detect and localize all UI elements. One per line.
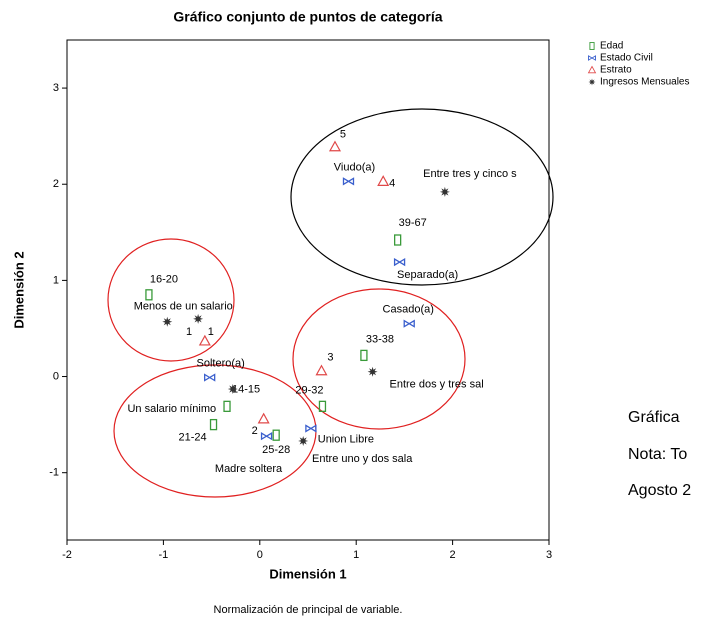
point: [394, 234, 402, 246]
y-tick-label: -1: [49, 467, 59, 479]
series: 5 4 3 1 2: [198, 129, 395, 437]
legend-item: Estrato: [587, 65, 632, 76]
y-tick-label: 1: [53, 274, 59, 286]
legend-marker: [589, 42, 595, 50]
point: [360, 349, 368, 362]
point: [318, 400, 327, 412]
point-label: 4: [389, 177, 395, 189]
x-tick-label: 2: [450, 549, 456, 561]
legend-label: Estrato: [600, 65, 632, 76]
x-tick-label: 0: [257, 549, 263, 561]
ellipse: [107, 238, 235, 362]
side-text: Gráfica: [628, 409, 680, 426]
point: [305, 424, 317, 433]
y-tick-label: 0: [53, 370, 59, 382]
point: [193, 313, 204, 324]
ellipse: [113, 364, 317, 498]
point-label: 14-15: [232, 383, 260, 395]
point: [145, 289, 153, 301]
series: Viudo(a) Separado(a) Casado(a) Soltero(a) Un…: [197, 161, 459, 475]
point-label: 33-38: [366, 333, 394, 345]
point: [204, 373, 216, 382]
y-tick-label: 3: [53, 82, 59, 94]
point-label: Separado(a): [397, 269, 458, 281]
point-label: Entre dos y tres sal: [390, 379, 484, 391]
point: [223, 400, 231, 412]
point-label: 5: [340, 129, 346, 141]
series: 16-20 39-67 33-38 29-32 14-15 21-24 25-28: [145, 217, 427, 456]
footnote: Normalización de principal de variable.: [214, 604, 403, 616]
legend-label: Edad: [600, 41, 623, 52]
point-label: Casado(a): [383, 304, 434, 316]
legend-item: Ingresos Mensuales: [588, 77, 690, 88]
chart-title: Gráfico conjunto de puntos de categoría: [173, 9, 442, 25]
x-tick-label: 1: [353, 549, 359, 561]
point: [209, 418, 218, 431]
point-label: 2: [252, 425, 258, 437]
point-label: 1: [208, 326, 214, 338]
point: [393, 257, 406, 267]
point: [439, 186, 450, 197]
point: [272, 429, 280, 441]
point-label: Menos de un salario: [134, 301, 233, 313]
point: [257, 412, 270, 424]
point-label: 3: [327, 352, 333, 364]
point-label: 1: [186, 326, 192, 338]
ellipse: [292, 288, 466, 430]
x-tick-label: 3: [546, 549, 552, 561]
point: [298, 435, 309, 446]
legend-marker: [587, 65, 597, 74]
point-label: 29-32: [295, 384, 323, 396]
point-label: Viudo(a): [334, 161, 375, 173]
legend-marker: [588, 78, 596, 86]
legend-label: Ingresos Mensuales: [600, 77, 690, 88]
point: [342, 177, 355, 186]
x-tick-label: -1: [159, 549, 169, 561]
plot-frame: [66, 39, 550, 541]
point: [260, 432, 273, 441]
legend-item: Edad: [589, 41, 623, 52]
ellipse: [290, 108, 554, 286]
legend-label: Estado Civil: [600, 53, 653, 64]
point-label: 39-67: [399, 217, 427, 229]
point-label: 21-24: [178, 432, 206, 444]
point: [198, 334, 211, 346]
side-text: Nota: To: [628, 446, 687, 463]
point-label: Entre tres y cinco s: [423, 168, 517, 180]
legend-marker: [588, 55, 596, 61]
point-label: Entre uno y dos sala: [312, 453, 413, 465]
point-label: Madre soltera: [215, 463, 283, 475]
point: [328, 140, 342, 152]
point-label: Un salario mínimo: [127, 403, 216, 415]
y-axis-title: Dimensión 2: [11, 251, 26, 328]
point: [377, 175, 390, 186]
x-tick-label: -2: [62, 549, 72, 561]
point: [162, 316, 173, 327]
x-axis-title: Dimensión 1: [269, 566, 346, 581]
point: [403, 319, 415, 328]
point-label: Union Libre: [318, 433, 374, 445]
point: [367, 366, 378, 377]
point-label: 16-20: [150, 274, 178, 286]
y-tick-label: 2: [53, 178, 59, 190]
point-label: 25-28: [262, 444, 290, 456]
point: [315, 364, 328, 376]
side-text: Agosto 2: [628, 482, 691, 499]
point-label: Soltero(a): [197, 357, 245, 369]
point: [227, 384, 238, 395]
legend-item: Estado Civil: [588, 53, 653, 64]
